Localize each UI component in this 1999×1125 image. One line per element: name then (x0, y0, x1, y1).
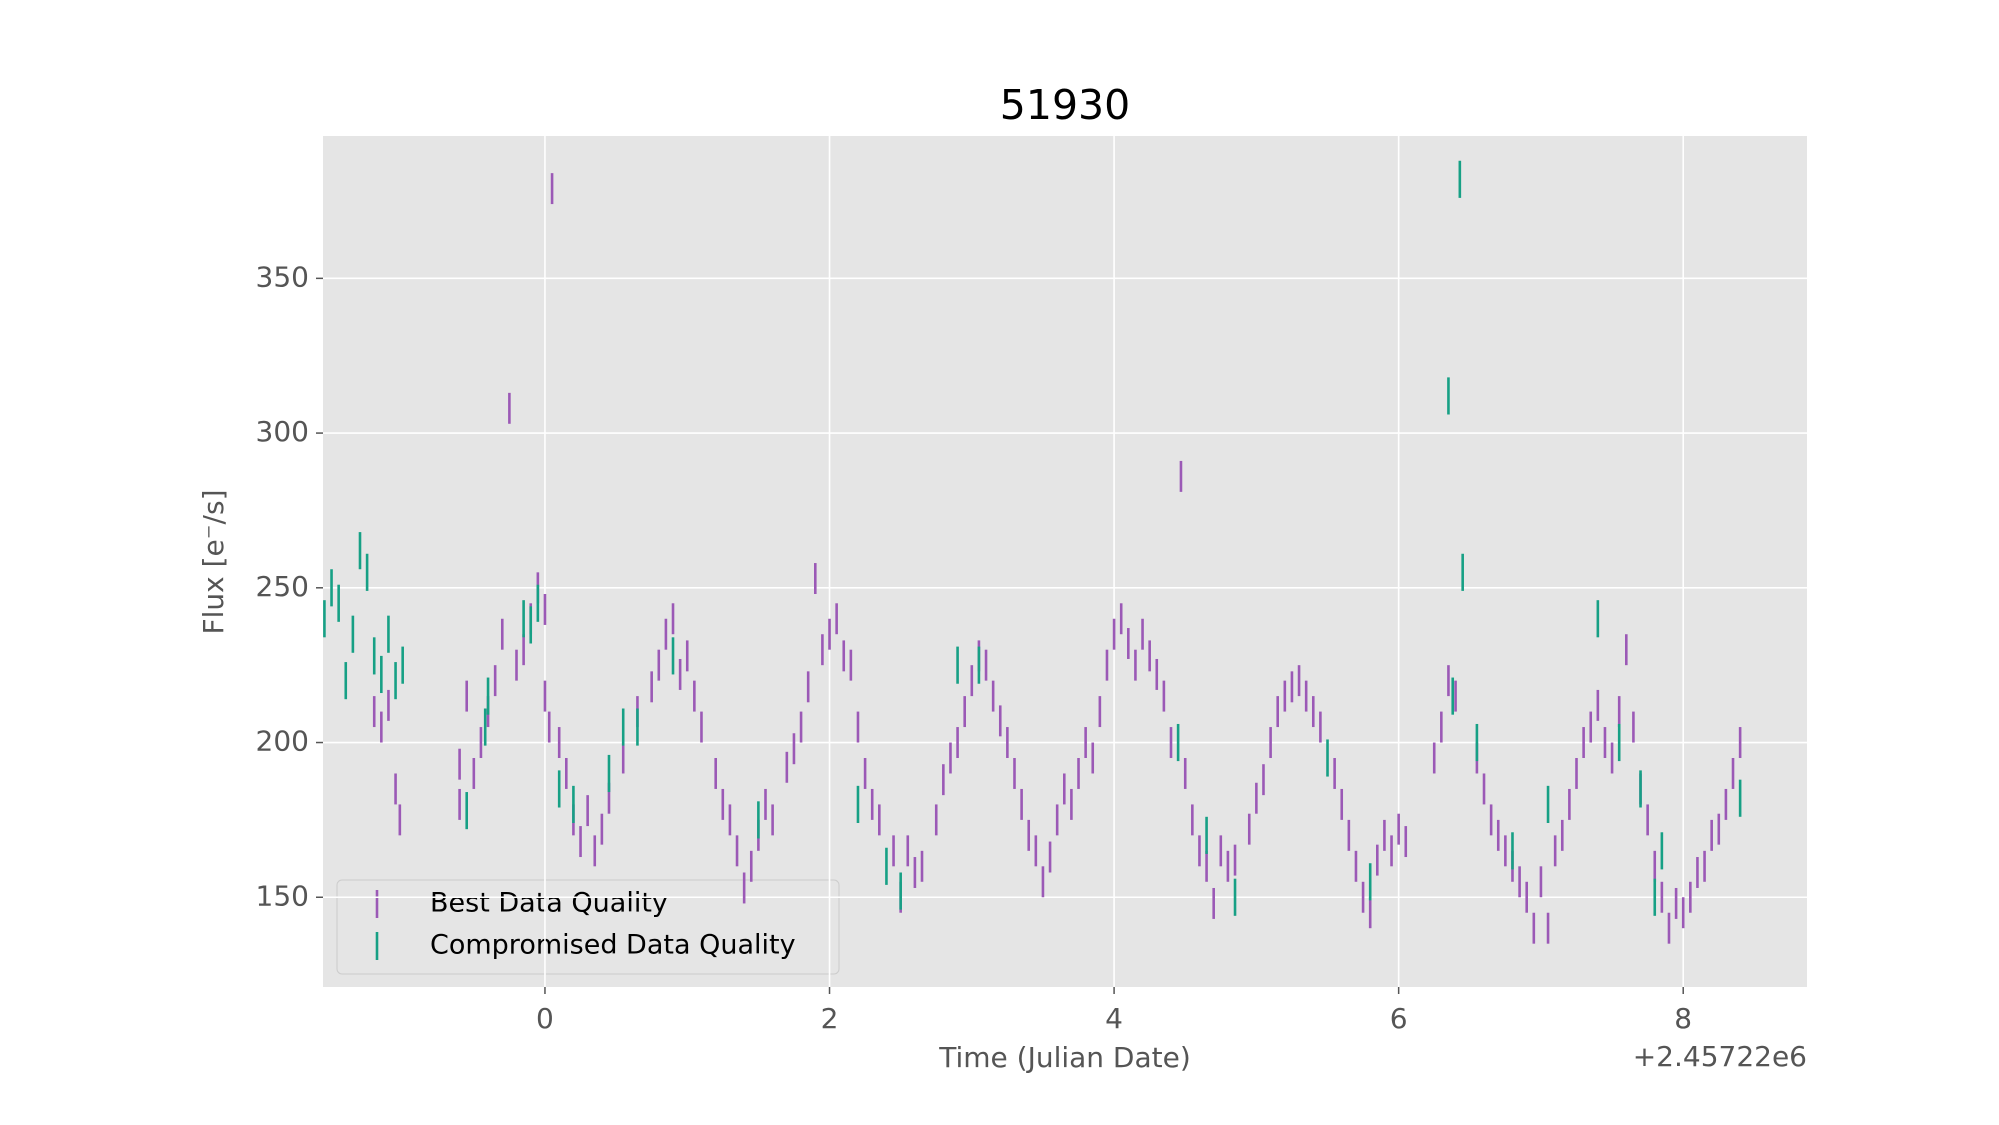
legend-box (336, 879, 840, 975)
y-axis-label: Flux [e⁻/s] (197, 490, 230, 635)
legend-label: Best Data Quality (430, 888, 668, 919)
y-tick-label: 300 (256, 415, 309, 448)
x-offset-label: +2.45722e6 (1633, 1040, 1807, 1073)
legend-label: Compromised Data Quality (430, 930, 796, 961)
y-tick-label: 250 (256, 570, 309, 603)
legend: Best Data Quality Compromised Data Qualit… (336, 879, 840, 975)
x-tick-label: 4 (1105, 1002, 1123, 1035)
x-tick-label: 8 (1674, 1002, 1692, 1035)
y-tick-label: 350 (256, 260, 309, 293)
chart-title: 51930 (1000, 81, 1130, 129)
x-tick-label: 0 (536, 1002, 554, 1035)
x-tick-label: 6 (1390, 1002, 1408, 1035)
x-tick-label: 2 (821, 1002, 839, 1035)
y-tick-label: 200 (256, 725, 309, 758)
x-axis-label: Time (Julian Date) (938, 1041, 1191, 1074)
y-tick-label: 150 (256, 879, 309, 912)
